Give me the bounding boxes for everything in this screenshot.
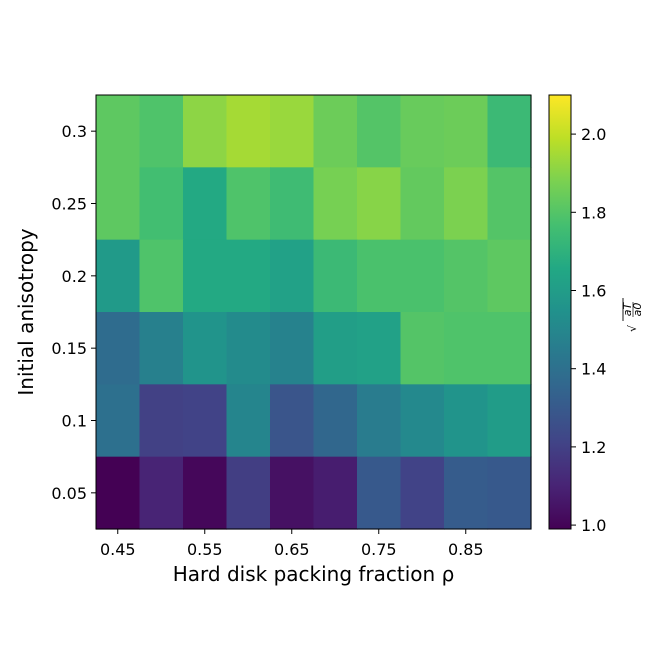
heatmap-cell [444,239,489,313]
heatmap-cell [226,456,271,530]
heatmap-cell [313,167,358,241]
heatmap-cell [139,95,184,168]
x-axis-ticks: 0.45 0.55 0.65 0.75 0.85 [100,529,484,559]
x-tick-label: 0.65 [274,540,310,559]
x-tick-label: 0.45 [100,540,136,559]
heatmap-cell [313,239,358,313]
y-axis-ticks: 0.05 0.1 0.15 0.2 0.25 0.3 [51,122,96,503]
heatmap-cell [400,456,445,530]
heatmap-cell [487,167,532,241]
heatmap-cell [139,239,184,313]
heatmap-cell [96,167,141,241]
y-tick-label: 0.25 [51,195,87,214]
colorbar-tick-label: 1.4 [581,360,606,379]
x-tick-label: 0.85 [448,540,484,559]
colorbar-gradient [548,94,572,530]
heatmap-cell [96,312,141,385]
heatmap-cell [357,384,402,458]
heatmap-cell [313,95,358,168]
heatmap-cells [96,95,532,530]
heatmap-cell [96,456,141,530]
heatmap-cell [139,456,184,530]
heatmap-cell [357,95,402,168]
heatmap-cell [96,384,141,458]
heatmap-cell [487,312,532,385]
heatmap-cell [96,239,141,313]
heatmap-cell [183,456,228,530]
y-tick-label: 0.05 [51,484,87,503]
y-axis-label: Initial anisotropy [14,228,38,395]
heatmap-cell [357,312,402,385]
heatmap-cell [96,95,141,168]
heatmap-cell [487,239,532,313]
y-tick-label: 0.2 [62,267,87,286]
colorbar-tick-label: 1.2 [581,438,606,457]
heatmap-cell [183,167,228,241]
heatmap-cell [444,384,489,458]
y-tick-label: 0.15 [51,339,87,358]
heatmap-cell [183,384,228,458]
colorbar-tick-label: 1.8 [581,203,606,222]
heatmap-cell [400,384,445,458]
heatmap-cell [270,312,315,385]
heatmap-cell [139,312,184,385]
heatmap-cell [270,239,315,313]
heatmap-cell [183,95,228,168]
heatmap-cell [226,95,271,168]
heatmap-cell [183,239,228,313]
heatmap-cell [444,95,489,168]
heatmap-cell [357,239,402,313]
heatmap-cell [270,384,315,458]
heatmap-cell [444,167,489,241]
heatmap-cell [444,312,489,385]
colorbar-label-numerator: aT [621,301,634,316]
heatmap-cell [226,239,271,313]
plot-frame [95,94,532,530]
heatmap-cell [444,456,489,530]
colorbar-tick-label: 2.0 [581,125,606,144]
heatmap-cell [139,167,184,241]
colorbar-label-radical: √ [626,324,639,332]
colorbar-tick-label: 1.0 [581,516,606,535]
colorbar-tick-label: 1.6 [581,281,606,300]
x-tick-label: 0.75 [361,540,397,559]
x-tick-label: 0.55 [187,540,223,559]
heatmap-cell [226,384,271,458]
heatmap-cell [357,167,402,241]
heatmap-cell [357,456,402,530]
x-axis-label: Hard disk packing fraction ρ [173,562,455,586]
heatmap-cell [487,95,532,168]
heatmap-cell [400,167,445,241]
heatmap-cell [313,456,358,530]
heatmap-cell [313,312,358,385]
heatmap-cell [400,95,445,168]
heatmap-cell [313,384,358,458]
y-tick-label: 0.3 [62,122,87,141]
heatmap-cell [487,384,532,458]
heatmap-cell [226,167,271,241]
heatmap-cell [270,167,315,241]
heatmap-cell [270,95,315,168]
heatmap-cell [400,312,445,385]
colorbar-label-denominator: a0 [631,303,644,317]
heatmap-cell [487,456,532,530]
heatmap-cell [139,384,184,458]
y-tick-label: 0.1 [62,412,87,431]
heatmap-cell [183,312,228,385]
heatmap-cell [400,239,445,313]
heatmap-cell [270,456,315,530]
heatmap-cell [226,312,271,385]
